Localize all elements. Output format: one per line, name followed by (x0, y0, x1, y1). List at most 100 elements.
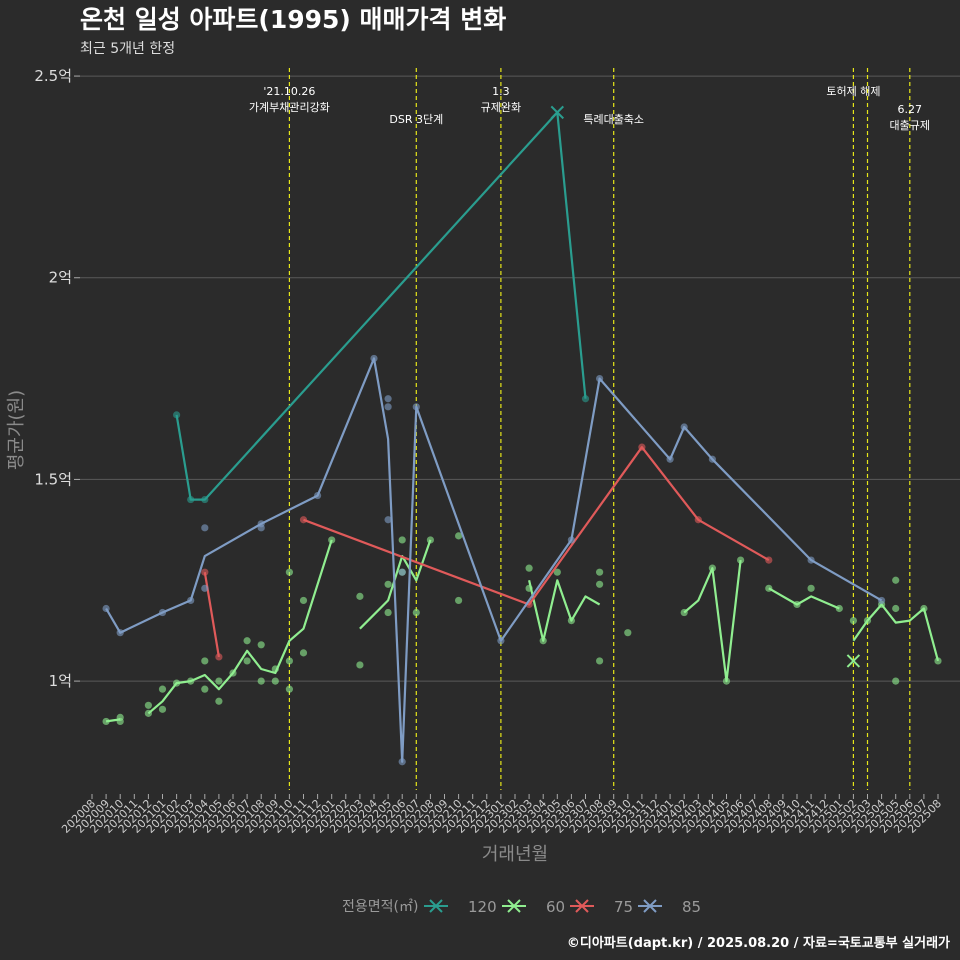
legend-cross-85 (643, 899, 657, 913)
series-85-point-12 (384, 516, 392, 524)
series-85-point-10 (384, 395, 392, 403)
series-60-cross-0 (846, 654, 861, 668)
event-label-0-0: '21.10.26 (263, 85, 315, 98)
ytick-label-0: 1억 (49, 672, 72, 690)
series-60-point-41 (596, 568, 604, 576)
event-label-2-0: 1.3 (492, 85, 510, 98)
event-label-6-1: 대출규제 (890, 119, 930, 132)
series-60-point-35 (455, 596, 463, 605)
series-60-point-43 (596, 657, 604, 665)
series-60-point-56 (892, 576, 900, 584)
series-60-point-20 (285, 685, 293, 693)
series-60-point-47 (722, 677, 731, 685)
series-60-point-30 (398, 536, 406, 544)
series-60-point-11 (215, 697, 223, 705)
series-75-point-1 (215, 653, 223, 661)
legend-title: 전용면적(㎡) (342, 899, 418, 915)
series-60-point-29 (384, 580, 392, 588)
series-85-point-2 (158, 608, 167, 617)
series-60-point-57 (892, 604, 900, 613)
series-60-point-50 (793, 600, 801, 609)
series-60-point-53 (849, 616, 858, 625)
series-60-point-32 (412, 608, 420, 617)
series-85 (102, 354, 886, 766)
series-75-point-5 (694, 516, 702, 524)
series-60-point-12 (215, 677, 223, 685)
series-60-point-18 (271, 677, 279, 685)
series-60-point-54 (863, 616, 872, 625)
series-85-point-1 (116, 629, 124, 637)
event-label-3-0: 특례대출축소 (583, 113, 644, 126)
series-75-point-4 (638, 443, 646, 451)
series-60-point-27 (356, 592, 364, 600)
series-85-point-15 (412, 403, 420, 411)
series-60-point-36 (525, 584, 533, 592)
event-label-6-0: 6.27 (898, 103, 923, 116)
legend-label-60: 60 (546, 898, 565, 916)
chart-title: 온천 일성 아파트(1995) 매매가격 변화 (80, 5, 506, 34)
series-60-point-16 (257, 677, 265, 685)
series-120-cross-0 (550, 105, 565, 120)
series-60-point-25 (328, 536, 336, 544)
series-60-point-22 (285, 568, 293, 576)
series-85-point-11 (384, 403, 392, 411)
series-60-point-60 (934, 657, 942, 665)
series-85-point-23 (878, 596, 886, 605)
ytick-label-3: 2.5억 (34, 67, 72, 85)
event-label-1-0: DSR 3단계 (389, 113, 443, 126)
ytick-label-2: 2억 (49, 269, 72, 287)
series-60-point-3 (144, 709, 152, 717)
series-85-point-20 (680, 423, 688, 431)
series-85-point-18 (596, 374, 604, 383)
series-60-point-14 (243, 657, 251, 665)
series-60-point-10 (201, 657, 209, 665)
series-60-point-37 (525, 564, 533, 572)
series-85-point-3 (187, 596, 195, 605)
event-label-0-1: 가계부채관리강화 (249, 101, 330, 114)
series-75-line-1 (303, 446, 770, 606)
series-85-point-4 (201, 584, 209, 592)
series (102, 105, 942, 766)
series-120 (173, 105, 590, 504)
event-label-2-1: 규제완화 (481, 101, 521, 114)
series-60-point-34 (455, 532, 463, 540)
series-60-line-1 (147, 539, 333, 715)
series-60-point-2 (116, 713, 124, 721)
series-60-point-17 (257, 641, 265, 649)
y-axis-label: 평균가(원) (6, 390, 27, 470)
event-label-4-0: 토허제 해제 (826, 84, 880, 98)
series-60-point-39 (553, 568, 561, 576)
legend-label-75: 75 (614, 898, 633, 916)
series-60-point-42 (596, 580, 604, 588)
series-60-point-6 (158, 685, 167, 693)
series-60-line-5 (768, 587, 840, 610)
series-60-point-24 (299, 596, 308, 605)
series-60-point-40 (567, 616, 576, 625)
series-85-point-8 (314, 491, 322, 500)
legend-cross-60 (507, 899, 521, 913)
series-60-point-9 (201, 685, 209, 693)
series-85-point-5 (201, 524, 209, 532)
series-120-point-3 (581, 395, 590, 403)
series-60 (102, 532, 942, 726)
y-axis: 1억 1.5억 2억 2.5억 (34, 67, 72, 690)
legend-label-85: 85 (682, 898, 701, 916)
series-85-point-0 (102, 604, 110, 613)
series-120-line-0 (175, 111, 587, 501)
series-60-point-4 (144, 701, 152, 709)
series-85-point-14 (398, 568, 406, 576)
series-60-line-4 (683, 559, 742, 683)
series-75-point-0 (201, 568, 209, 576)
caption: ©디아파트(dapt.kr) / 2025.08.20 / 자료=국토교통부 실… (567, 935, 950, 951)
series-120-point-1 (187, 495, 195, 504)
series-60-point-45 (680, 608, 688, 617)
series-60-point-28 (384, 608, 392, 617)
series-60-point-0 (102, 717, 110, 726)
legend-cross-120 (429, 899, 443, 913)
series-60-point-46 (708, 564, 717, 572)
series-60-point-52 (835, 604, 843, 613)
series-60-point-19 (271, 665, 279, 673)
series-60-point-33 (426, 536, 434, 544)
